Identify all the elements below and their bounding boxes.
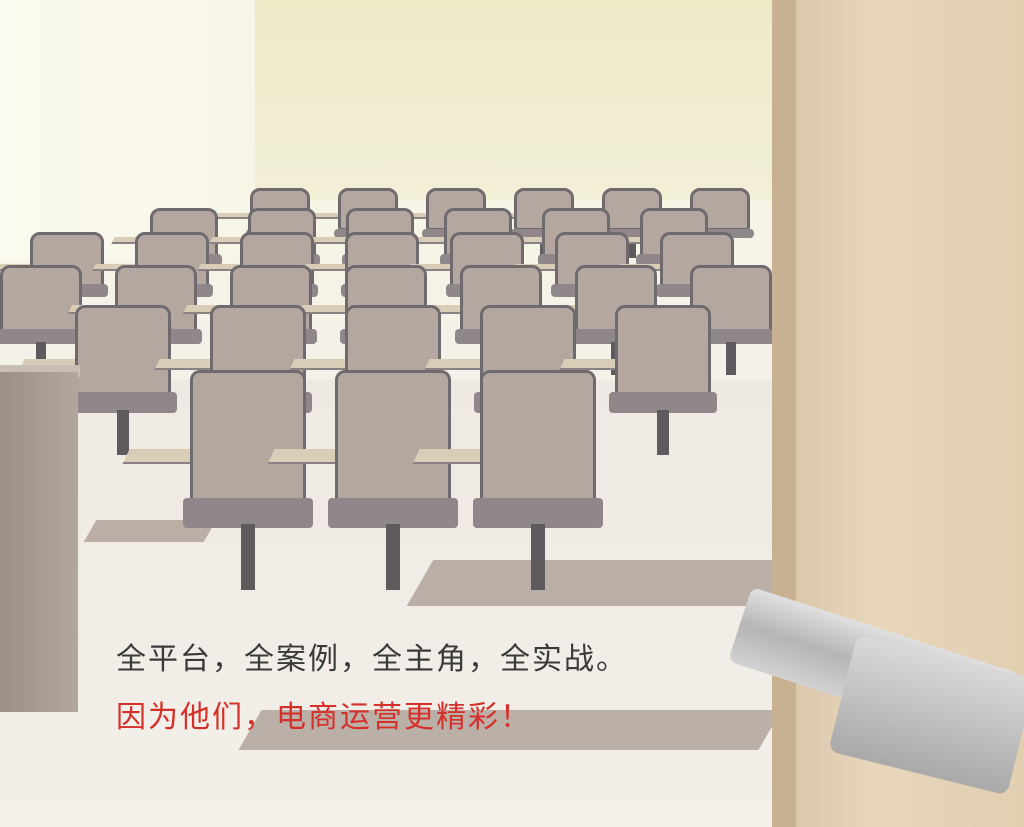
lecture-chair — [559, 305, 717, 455]
caption-line-1: 全平台，全案例，全主角，全实战。 — [116, 642, 628, 677]
back-wall — [255, 0, 795, 200]
floor-stripe — [406, 560, 794, 606]
podium — [0, 372, 78, 712]
lecture-chair — [412, 370, 603, 590]
caption-line-2: 因为他们，电商运营更精彩！ — [116, 700, 532, 735]
lecture-chair — [0, 265, 87, 375]
door-edge — [772, 0, 796, 827]
caption: 全平台，全案例，全主角，全实战。 因为他们，电商运营更精彩！ — [116, 634, 628, 736]
lecture-chair — [19, 305, 177, 455]
lecture-chair — [122, 370, 313, 590]
lecture-chair — [267, 370, 458, 590]
